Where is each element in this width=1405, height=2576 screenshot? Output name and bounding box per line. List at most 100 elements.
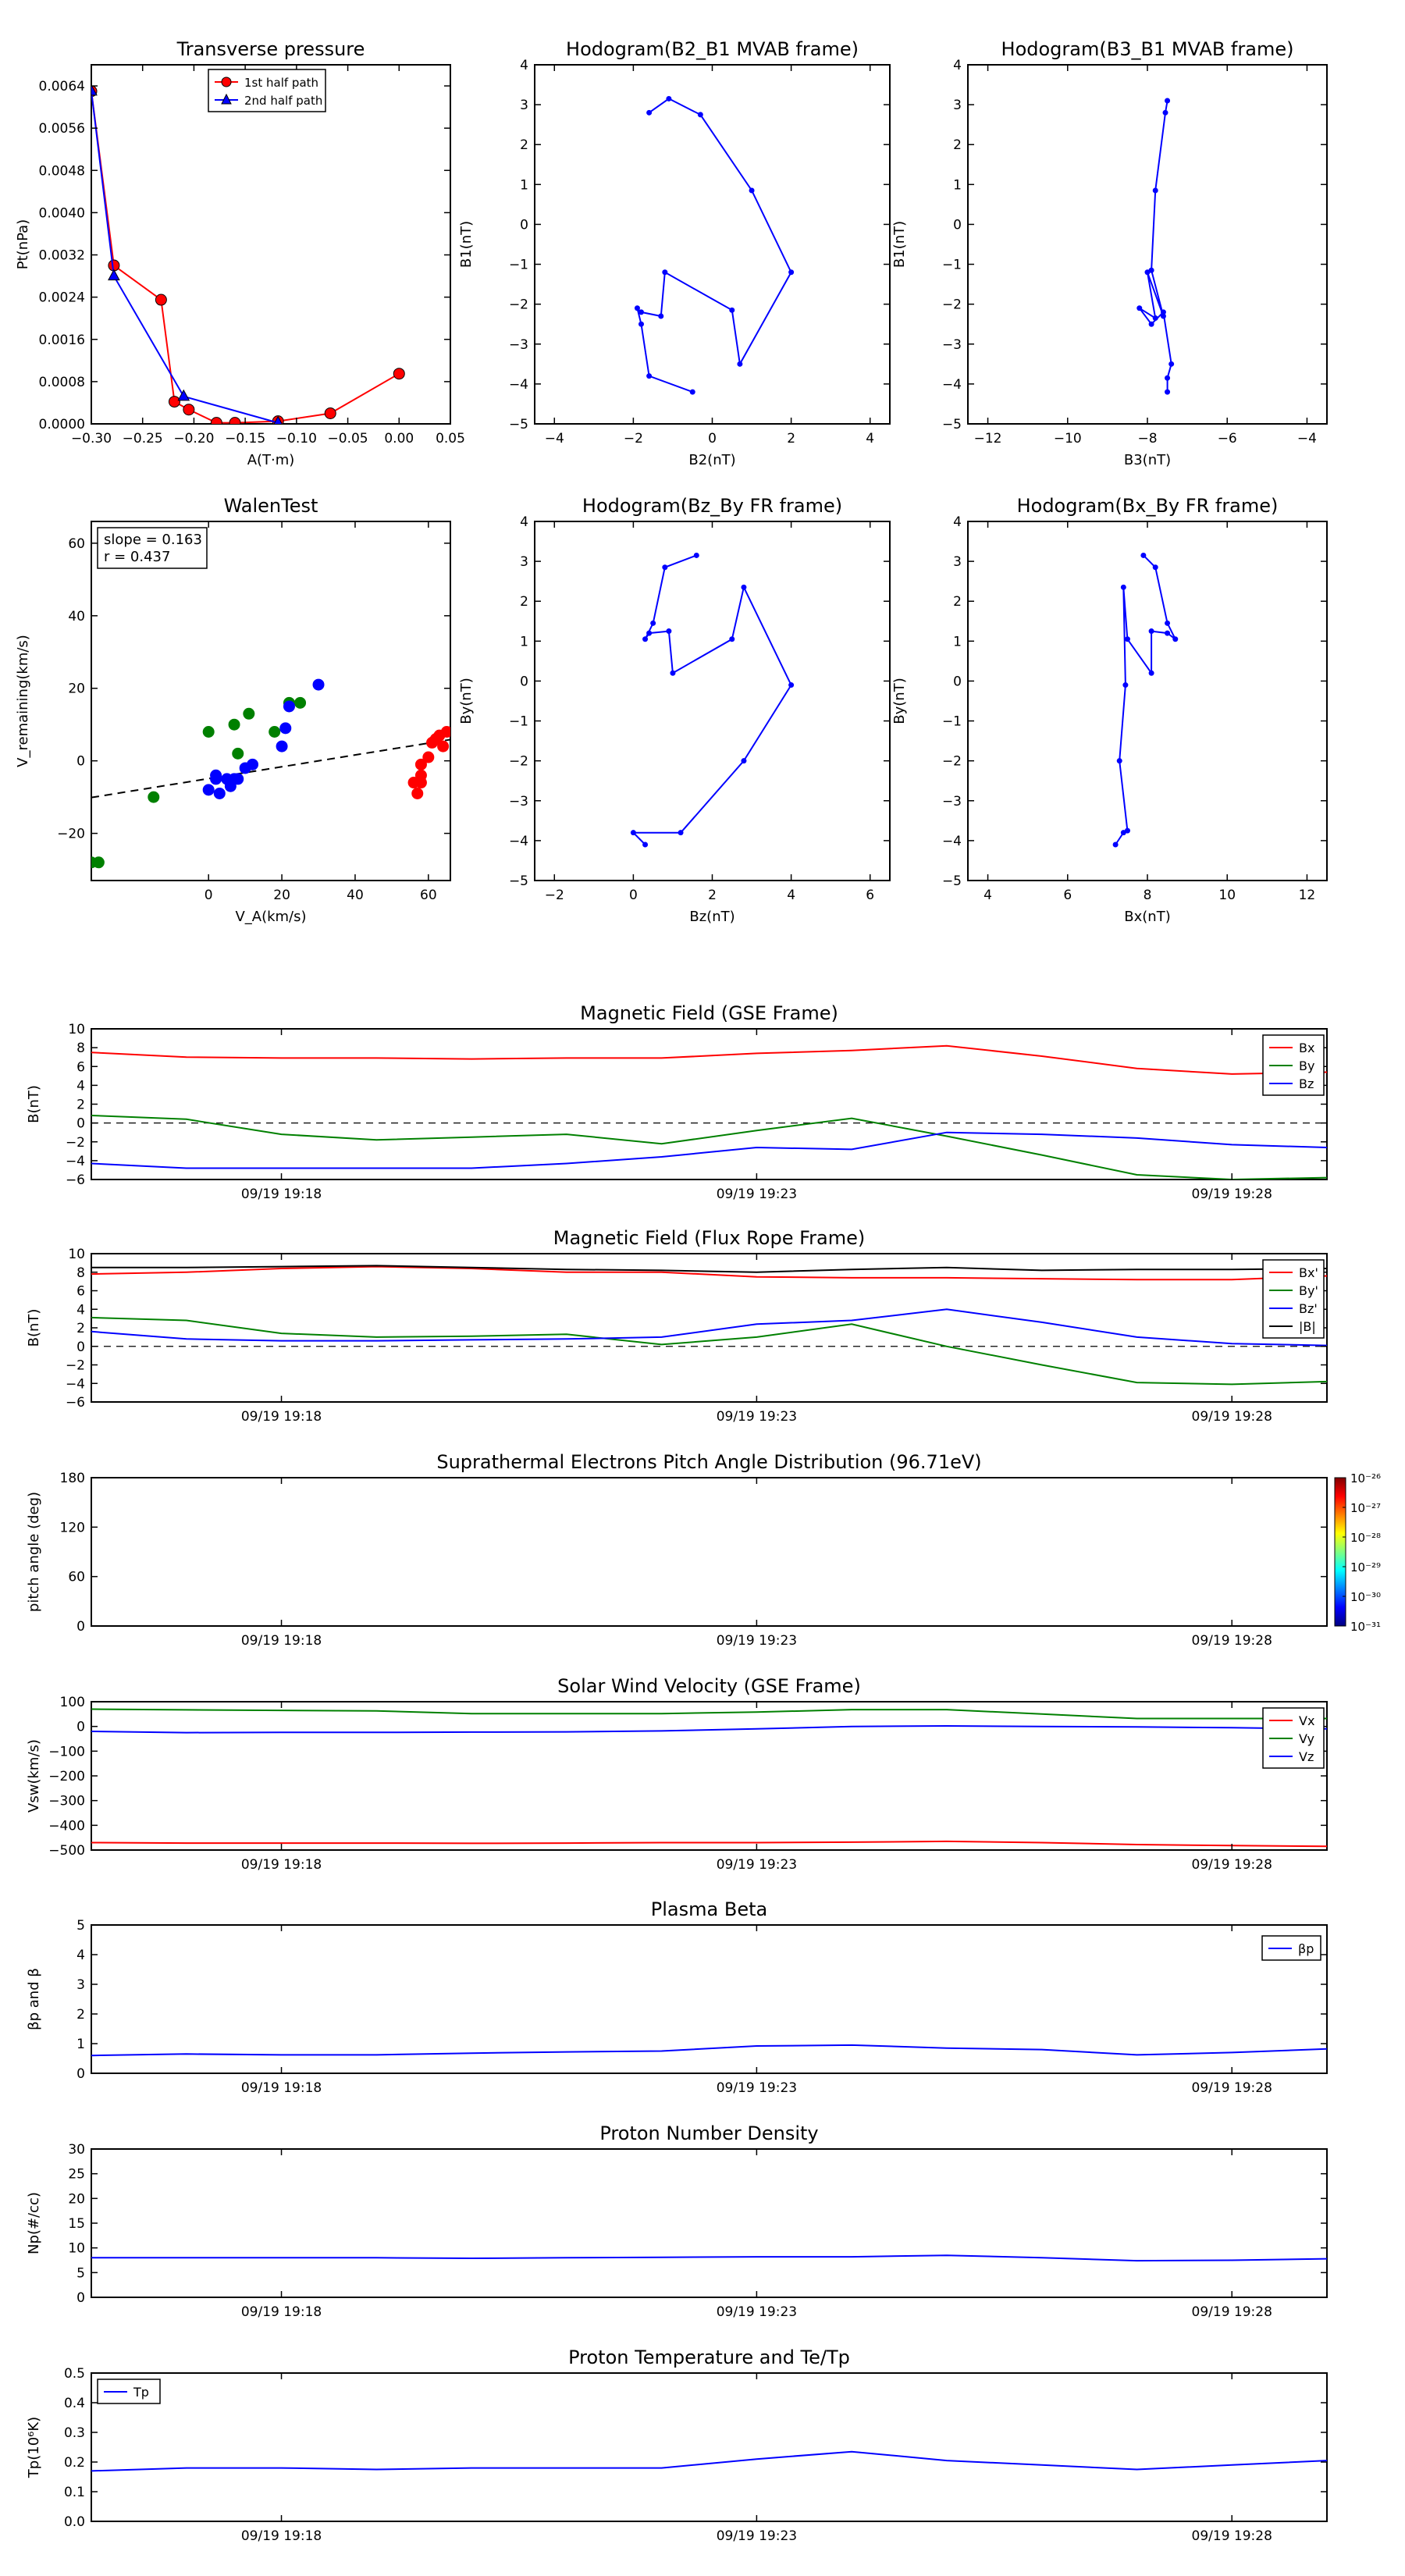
y-tick-label: −6 [66,1395,85,1411]
y-tick-label: 1 [953,634,962,649]
y-tick-label: 4 [953,514,962,530]
series-bx-line [91,1044,1327,1075]
y-tick-label: 3 [953,98,962,113]
chart-h2: Hodogram(B3_B1 MVAB frame)−5−4−3−2−10123… [891,38,1328,468]
y-axis-label: B(nT) [26,1085,42,1123]
x-tick-label: 09/19 19:23 [717,1857,797,1873]
y-tick-label: 2 [520,594,528,610]
y-tick-label: −4 [66,1154,85,1169]
scatter-point [414,769,427,781]
data-point [1136,305,1143,311]
y-tick-label: 0.0008 [39,375,85,390]
legend-box [208,69,326,112]
legend-label: By' [1299,1283,1318,1298]
data-point [273,415,283,424]
y-tick-label: 10 [68,1247,85,1262]
y-axis-label: Tp(10⁶K) [26,2417,42,2478]
plot-frame [91,1028,1328,1180]
y-tick-label: 0.0032 [39,248,85,264]
x-tick-label: 0.00 [384,431,414,447]
chart-title: Magnetic Field (GSE Frame) [580,1002,838,1024]
annotation-box [97,527,208,569]
y-tick-label: 0 [76,754,85,770]
scatter-point [228,718,240,731]
x-tick-label: 09/19 19:18 [241,2528,322,2544]
y-tick-label: −4 [66,1376,85,1392]
y-tick-label: −5 [509,417,528,432]
data-point [646,373,653,379]
y-tick-label: −1 [509,714,528,730]
chart-ts5: Plasma Beta 0 1 2 3 4 5 09/19 19:18 09/19 19:23 0… [26,1898,1328,2096]
x-tick-label: 09/19 19:18 [241,1409,322,1425]
series-0-line [91,2254,1327,2262]
y-tick-label: −100 [48,1744,85,1759]
data-point [1165,389,1171,395]
colorbar-tick-label: 10⁻³¹ [1350,1620,1381,1634]
chart-ts2: Magnetic Field (Flux Rope Frame) −6 −4 −2 0 2… [26,1227,1328,1425]
chart-title: Solar Wind Velocity (GSE Frame) [557,1675,861,1697]
y-tick-label: −3 [509,794,528,809]
data-point [642,636,649,642]
x-tick-label: −0.05 [328,431,368,447]
series-vy-line [91,1708,1327,1720]
colorbar-tick-label: 10⁻³⁰ [1350,1590,1381,1604]
y-tick-label: −2 [942,754,962,770]
x-tick-label: 0.05 [436,431,465,447]
y-tick-label: −2 [509,754,528,770]
y-tick-label: −2 [66,1135,85,1151]
x-tick-label: 09/19 19:18 [241,1633,322,1649]
chart-title: Suprathermal Electrons Pitch Angle Distr… [436,1451,981,1473]
y-tick-label: 0 [76,1116,85,1132]
data-point [1162,109,1168,116]
data-point [788,269,795,276]
legend-marker [221,76,232,87]
chart-title: Proton Temperature and Te/Tp [568,2347,850,2368]
legend-label: Vz [1299,1749,1314,1764]
chart-ts1: Magnetic Field (GSE Frame) −6 −4 −2 0 2 4 6 8 10 0… [26,1002,1328,1202]
plot-frame [91,1477,1328,1627]
plot-frame [967,64,1328,425]
data-point [737,361,743,367]
colorbar-tick-label: 10⁻²⁶ [1350,1471,1381,1485]
scatter-point [243,707,255,720]
y-tick-label: −4 [942,834,962,849]
data-point [670,670,676,676]
legend-label: Vx [1299,1713,1314,1728]
scatter-point [422,751,435,763]
y-tick-label: 2 [953,594,962,610]
legend-label: Vy [1299,1731,1314,1746]
data-point [168,396,180,408]
y-tick-label: 0.3 [64,2425,85,2441]
data-point [1148,670,1154,676]
y-tick-label: 4 [520,514,528,530]
y-tick-label: 2 [953,137,962,153]
x-tick-label: 09/19 19:23 [717,1409,797,1425]
data-point [646,630,653,636]
legend-label: Bx' [1299,1265,1318,1280]
chart-ts7: Proton Temperature and Te/Tp 0.0 0.1 0.2 0.3… [26,2347,1328,2544]
colorbar-tick-label: 10⁻²⁹ [1350,1560,1381,1574]
y-tick-label: 8 [76,1265,85,1281]
x-tick-label: −2 [624,431,643,447]
y-tick-label: 0.0 [64,2514,85,2530]
x-tick-label: 2 [787,431,795,447]
plot-area [91,1265,1327,1386]
data-point [1160,313,1166,319]
y-tick-label: −20 [57,827,85,842]
data-point [749,187,755,194]
x-tick-label: 09/19 19:28 [1192,1187,1272,1202]
series-bz-line [91,1131,1327,1169]
data-point [729,636,735,642]
plot-frame [534,521,891,881]
plot-frame [91,1701,1328,1851]
data-point [662,269,668,276]
fit-line [91,738,450,799]
series-2nd-half-path-line [91,91,279,424]
scatter-point [232,747,244,760]
x-tick-label: 60 [420,888,437,903]
y-tick-label: 120 [60,1520,85,1535]
y-tick-label: 3 [520,554,528,570]
scatter-point [228,773,240,785]
x-tick-label: 8 [1144,888,1152,903]
x-tick-label: 6 [1063,888,1072,903]
